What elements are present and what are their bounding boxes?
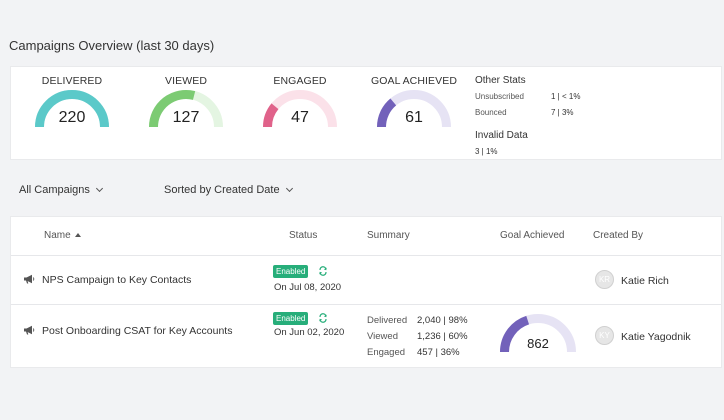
- unsubscribed-label: Unsubscribed: [475, 92, 524, 101]
- summary-value: 457 | 36%: [417, 347, 460, 358]
- other-stats-title: Other Stats: [475, 75, 526, 86]
- summary-label: Viewed: [367, 331, 398, 342]
- column-header-goal-achieved: Goal Achieved: [500, 230, 565, 241]
- stat-value: 47: [291, 109, 309, 126]
- engaged-gauge: [263, 90, 337, 128]
- delivered-gauge: [35, 90, 109, 128]
- creator-name: Katie Rich: [621, 275, 669, 287]
- status-badge: Enabled: [273, 312, 309, 325]
- column-header-status: Status: [289, 230, 318, 241]
- summary-value: 1,236 | 60%: [417, 331, 468, 342]
- column-header-created-by: Created By: [593, 230, 644, 241]
- goal-achieved-gauge: [377, 90, 451, 128]
- stat-value: 61: [405, 109, 423, 126]
- status-date: On Jun 02, 2020: [274, 327, 345, 338]
- bounced-row: Bounced 7 | 3%: [475, 108, 574, 117]
- overview-panel: DELIVERED 220 VIEWED 127 ENGAGED 47 GOAL…: [10, 66, 722, 160]
- campaign-name-link[interactable]: NPS Campaign to Key Contacts: [23, 274, 191, 286]
- megaphone-icon: [24, 325, 35, 335]
- stat-label: ENGAGED: [273, 75, 327, 87]
- status-badge: Enabled: [273, 265, 309, 278]
- campaigns-table: Name Status Summary Goal Achieved Create…: [10, 216, 722, 368]
- summary-label: Engaged: [367, 347, 406, 358]
- unsubscribed-row: Unsubscribed 1 | < 1%: [475, 92, 580, 101]
- stat-label: DELIVERED: [41, 75, 103, 87]
- gauge-fill: [35, 90, 109, 128]
- other-stats: Other Stats Unsubscribed 1 | < 1% Bounce…: [475, 75, 605, 156]
- divider: [11, 255, 721, 256]
- campaign-name-link[interactable]: Post Onboarding CSAT for Key Accounts: [23, 325, 232, 337]
- sort-up-icon: [74, 233, 81, 237]
- stat-value: 127: [172, 109, 200, 126]
- divider: [11, 304, 721, 305]
- invalid-data-label: Invalid Data: [475, 130, 528, 141]
- stat-label: GOAL ACHIEVED: [370, 75, 458, 87]
- campaign-filter-label: All Campaigns: [19, 184, 90, 196]
- sort-label: Sorted by Created Date: [164, 184, 280, 196]
- stat-value: 220: [58, 109, 86, 126]
- column-header-summary: Summary: [367, 230, 410, 241]
- bounced-value: 7 | 3%: [551, 108, 574, 117]
- gauge-fill: [377, 98, 397, 128]
- sort-dropdown[interactable]: Sorted by Created Date: [164, 184, 293, 196]
- stat-label: VIEWED: [164, 75, 208, 87]
- chevron-down-icon: [95, 184, 103, 193]
- refresh-icon[interactable]: [318, 266, 328, 276]
- refresh-icon[interactable]: [318, 313, 328, 323]
- summary-viewed: Viewed 1,236 | 60%: [367, 331, 468, 342]
- campaign-filter-dropdown[interactable]: All Campaigns: [19, 184, 103, 196]
- creator-name: Katie Yagodnik: [621, 331, 691, 343]
- column-header-name[interactable]: Name: [44, 230, 81, 241]
- gauge-fill: [149, 90, 196, 128]
- summary-delivered: Delivered 2,040 | 98%: [367, 315, 468, 326]
- unsubscribed-value: 1 | < 1%: [551, 92, 581, 101]
- viewed-gauge: [149, 90, 223, 128]
- campaign-name: NPS Campaign to Key Contacts: [42, 274, 192, 286]
- avatar: KR: [595, 270, 614, 289]
- summary-engaged: Engaged 457 | 36%: [367, 347, 460, 358]
- column-header-name-label: Name: [44, 230, 71, 241]
- summary-label: Delivered: [367, 315, 408, 326]
- avatar: KY: [595, 326, 614, 345]
- megaphone-icon: [24, 274, 35, 284]
- gauge-fill: [500, 315, 530, 353]
- bounced-label: Bounced: [475, 108, 507, 117]
- gauge-fill: [263, 103, 279, 128]
- chevron-down-icon: [285, 184, 293, 193]
- status-date: On Jul 08, 2020: [274, 282, 342, 293]
- campaign-name: Post Onboarding CSAT for Key Accounts: [42, 325, 233, 337]
- goal-achieved-gauge: [500, 314, 576, 353]
- summary-value: 2,040 | 98%: [417, 315, 468, 326]
- invalid-data-value: 3 | 1%: [475, 147, 498, 156]
- page-title: Campaigns Overview (last 30 days): [9, 38, 215, 53]
- goal-achieved-value: 862: [527, 336, 549, 351]
